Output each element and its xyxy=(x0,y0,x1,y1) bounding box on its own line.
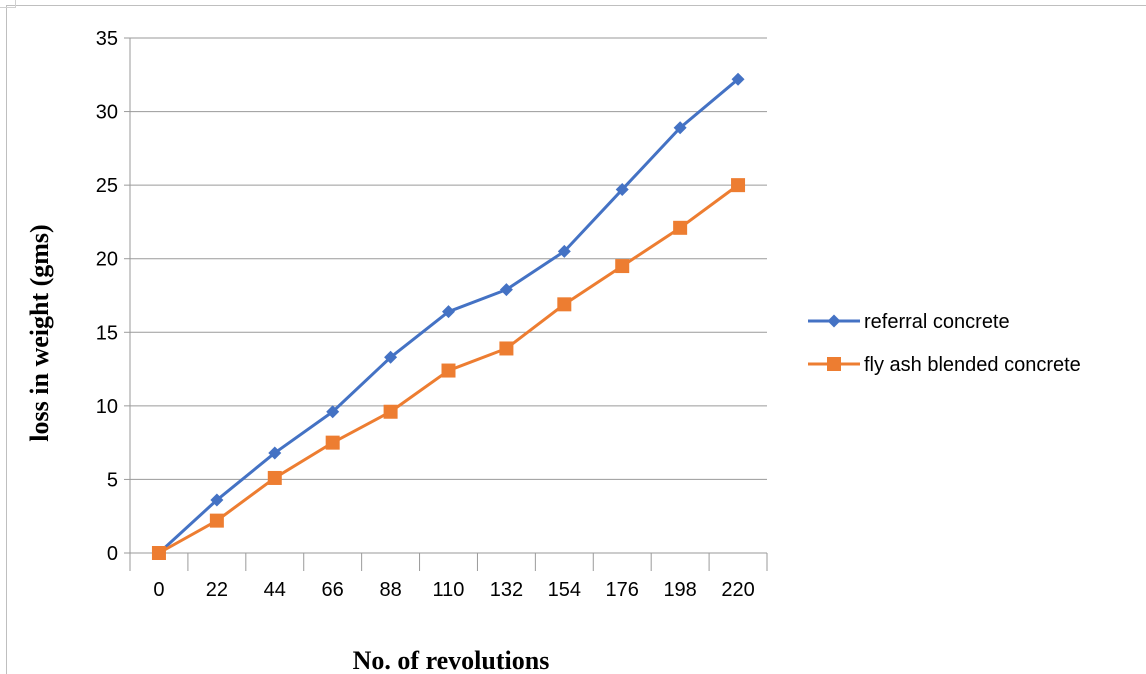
x-tick-label: 110 xyxy=(433,579,465,601)
x-tick-label: 88 xyxy=(379,579,401,601)
chart-frame xyxy=(6,5,1146,674)
corner-marker xyxy=(0,0,16,8)
data-point xyxy=(151,546,166,560)
y-tick-label: 30 xyxy=(96,102,118,124)
legend-item-0: referral concrete xyxy=(808,311,1010,333)
legend-marker xyxy=(827,357,841,371)
x-tick-label: 198 xyxy=(663,579,696,601)
data-point xyxy=(673,121,687,135)
y-tick-label: 25 xyxy=(96,175,118,197)
axes xyxy=(129,38,768,571)
legend: referral concrete fly ash blended concret… xyxy=(808,311,1081,376)
data-point xyxy=(267,470,282,485)
data-point xyxy=(383,404,398,419)
data-point xyxy=(673,220,688,235)
x-tick-label: 44 xyxy=(264,579,286,601)
legend-marker xyxy=(827,314,841,328)
x-tick-label: 176 xyxy=(606,579,639,601)
y-tick-label: 35 xyxy=(96,28,118,50)
x-tick-label: 220 xyxy=(721,579,754,601)
legend-label: fly ash blended concrete xyxy=(864,354,1081,376)
data-point xyxy=(384,350,398,364)
y-tick-labels: 0 5 10 15 20 25 30 35 xyxy=(96,28,118,565)
x-tick-label: 154 xyxy=(548,579,581,601)
legend-label: referral concrete xyxy=(864,311,1010,333)
data-point xyxy=(209,513,224,528)
x-tick-label: 22 xyxy=(206,579,228,601)
data-point xyxy=(442,305,455,319)
x-tick-label: 66 xyxy=(322,579,344,601)
y-tick-label: 5 xyxy=(107,469,118,491)
series-1 xyxy=(151,178,746,560)
data-point xyxy=(731,72,745,86)
x-tick-label: 0 xyxy=(153,579,164,601)
data-point xyxy=(499,283,513,297)
y-tick-label: 10 xyxy=(96,396,118,418)
gridlines xyxy=(124,37,767,554)
data-point xyxy=(441,363,456,378)
y-axis-title: loss in weight (gms) xyxy=(25,224,54,441)
x-tick-labels: 0 22 44 66 88 110 132 154 176 198 220 xyxy=(153,579,754,601)
data-point xyxy=(268,446,282,460)
data-point xyxy=(731,178,746,193)
data-point xyxy=(557,244,571,258)
x-axis-title: No. of revolutions xyxy=(353,646,550,674)
y-tick-label: 0 xyxy=(107,543,118,565)
series-0 xyxy=(152,72,745,560)
y-tick-label: 20 xyxy=(96,249,118,271)
series-layer xyxy=(151,72,746,560)
data-point xyxy=(615,259,630,274)
data-point xyxy=(557,297,572,312)
data-point xyxy=(615,183,629,197)
y-tick-label: 15 xyxy=(96,322,118,344)
data-point xyxy=(499,341,514,356)
data-point xyxy=(325,435,340,450)
data-point xyxy=(326,405,340,419)
x-tick-label: 132 xyxy=(490,579,523,601)
legend-item-1: fly ash blended concrete xyxy=(808,354,1081,376)
data-point xyxy=(210,493,224,507)
